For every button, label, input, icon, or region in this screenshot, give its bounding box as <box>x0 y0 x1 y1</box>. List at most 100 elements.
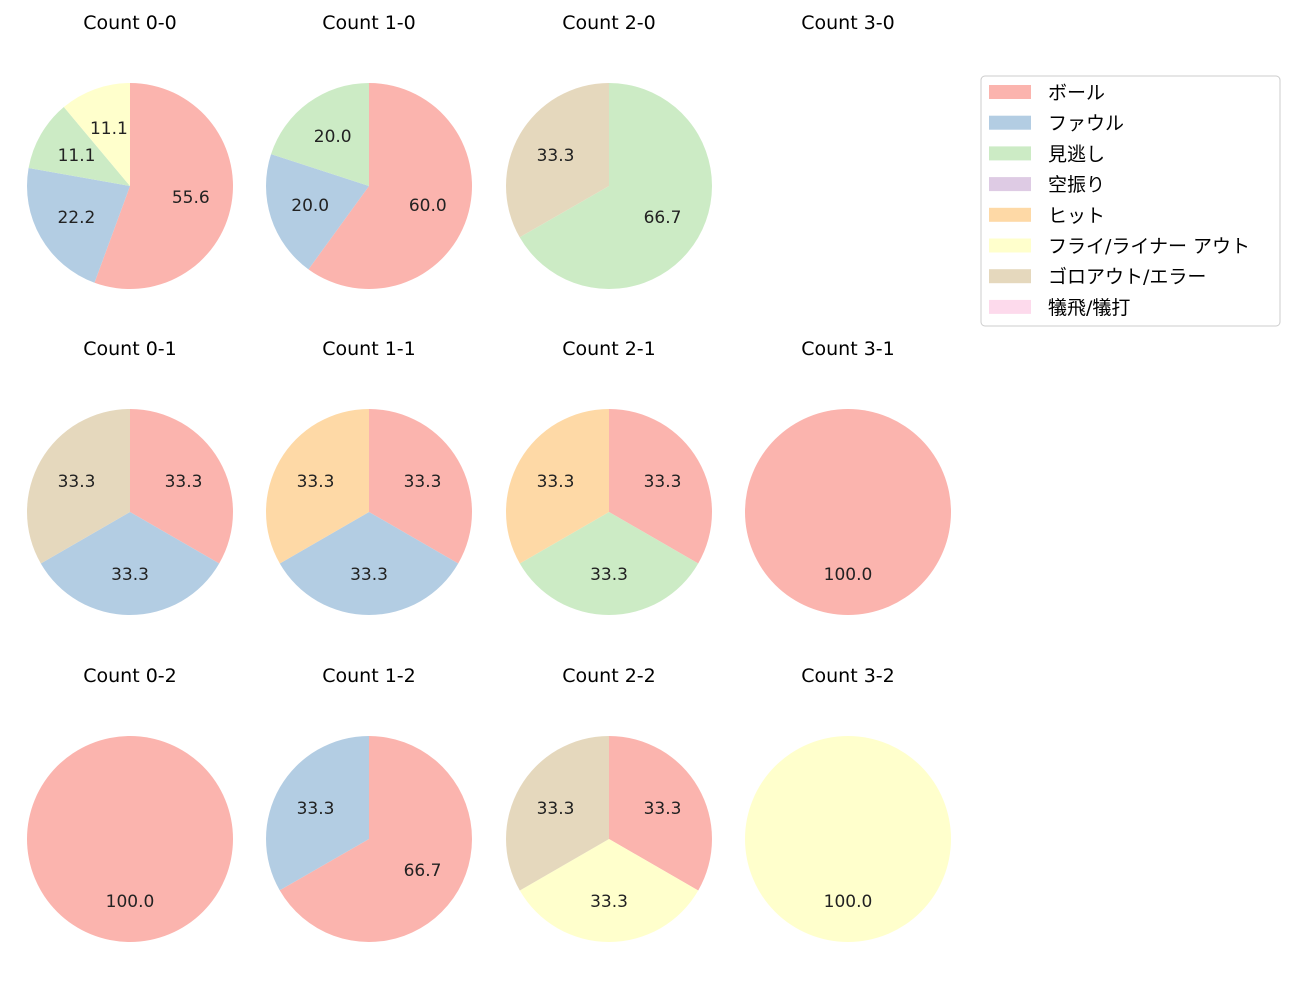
pie-panel: Count 0-2 100.0 <box>27 665 233 942</box>
slice-label: 33.3 <box>537 146 575 166</box>
pie-slice <box>609 736 712 891</box>
pie-title: Count 0-0 <box>83 12 177 34</box>
slice-label: 33.3 <box>404 472 442 492</box>
pie-slice <box>279 736 473 942</box>
legend-swatch <box>989 269 1031 284</box>
pie-title: Count 3-2 <box>801 665 895 687</box>
slice-label: 33.3 <box>165 472 203 492</box>
legend-swatch <box>989 146 1031 161</box>
pie-slice <box>26 167 131 283</box>
pie-title: Count 3-0 <box>801 12 895 34</box>
pie-panel: Count 1-2 66.7 33.3 <box>266 665 473 942</box>
pie-panel: Count 2-1 33.3 33.3 33.3 <box>506 338 712 615</box>
pie-panel: Count 3-0 <box>801 12 895 34</box>
pie-slice <box>519 83 713 289</box>
slice-label: 33.3 <box>350 565 388 585</box>
legend-swatch <box>989 238 1031 253</box>
pie-panels: Count 0-0 55.6 22.2 11.1 11.1 Count 1-0 60.0 20… <box>26 12 951 942</box>
pie-slice <box>506 736 609 891</box>
pie-slice <box>506 83 609 238</box>
pie-slice <box>745 409 951 615</box>
pie-title: Count 1-2 <box>322 665 416 687</box>
pie-panel: Count 3-2 100.0 <box>745 665 951 942</box>
pie-slice <box>519 512 699 615</box>
slice-label: 66.7 <box>404 861 442 881</box>
slice-label: 11.1 <box>58 146 96 166</box>
legend-swatch <box>989 299 1031 314</box>
slice-label: 33.3 <box>590 892 628 912</box>
pie-slice <box>271 83 369 186</box>
pie-slice <box>266 409 369 564</box>
pie-slice <box>279 512 459 615</box>
pie-slice <box>40 512 220 615</box>
slice-label: 33.3 <box>297 472 335 492</box>
pie-slice <box>369 409 472 564</box>
slice-label: 100.0 <box>106 892 155 912</box>
pie-title: Count 2-0 <box>562 12 656 34</box>
pie-slice <box>308 83 473 289</box>
slice-label: 20.0 <box>291 196 329 216</box>
slice-label: 33.3 <box>537 472 575 492</box>
pie-panel: Count 2-2 33.3 33.3 33.3 <box>506 665 712 942</box>
pie-slice <box>63 83 130 186</box>
pie-panel: Count 2-0 66.7 33.3 <box>506 12 713 289</box>
pie-slice <box>130 409 233 564</box>
pie-slice <box>609 409 712 564</box>
legend-swatch <box>989 115 1031 130</box>
pie-panel: Count 0-1 33.3 33.3 33.3 <box>27 338 233 615</box>
legend-label: ゴロアウト/エラー <box>1048 266 1206 288</box>
pie-slice <box>506 409 609 564</box>
slice-label: 33.3 <box>644 799 682 819</box>
pie-slice <box>28 107 131 186</box>
legend-label: 空振り <box>1048 174 1105 196</box>
pie-slice <box>27 409 130 564</box>
pie-slice <box>94 83 233 289</box>
slice-label: 33.3 <box>111 565 149 585</box>
legend-entry: 見逃し <box>989 143 1105 165</box>
pie-title: Count 1-1 <box>322 338 416 360</box>
pie-slice <box>266 736 369 891</box>
legend-frame <box>980 75 1281 327</box>
legend-label: 見逃し <box>1048 143 1105 165</box>
pie-slice <box>745 736 951 942</box>
legend-label: 犠飛/犠打 <box>1048 297 1130 319</box>
slice-label: 33.3 <box>644 472 682 492</box>
legend-label: ヒット <box>1048 205 1105 227</box>
slice-label: 11.1 <box>90 119 128 139</box>
pie-panel: Count 1-0 60.0 20.0 20.0 <box>265 12 473 289</box>
pie-title: Count 1-0 <box>322 12 416 34</box>
pie-title: Count 3-1 <box>801 338 895 360</box>
slice-label: 100.0 <box>824 565 873 585</box>
legend-entry: フライ/ライナー アウト <box>989 236 1250 258</box>
legend-label: フライ/ライナー アウト <box>1048 236 1250 258</box>
slice-label: 20.0 <box>314 127 352 147</box>
slice-label: 33.3 <box>537 799 575 819</box>
legend-entry: ボール <box>989 82 1105 104</box>
slice-label: 100.0 <box>824 892 873 912</box>
slice-label: 33.3 <box>590 565 628 585</box>
legend-label: ファウル <box>1048 113 1124 135</box>
legend-label: ボール <box>1048 82 1105 104</box>
pie-title: Count 0-1 <box>83 338 177 360</box>
pie-panel: Count 1-1 33.3 33.3 33.3 <box>266 338 472 615</box>
legend-entry: 犠飛/犠打 <box>989 297 1130 319</box>
slice-label: 66.7 <box>644 208 682 228</box>
pie-title: Count 2-2 <box>562 665 656 687</box>
legend-entry: ファウル <box>989 113 1124 135</box>
pie-title: Count 0-2 <box>83 665 177 687</box>
pie-slice <box>265 154 369 270</box>
slice-label: 60.0 <box>409 196 447 216</box>
pie-panel: Count 3-1 100.0 <box>745 338 951 615</box>
legend-entry: 空振り <box>989 174 1105 196</box>
legend-swatch <box>989 85 1031 99</box>
legend-entry: ヒット <box>989 205 1105 227</box>
legend-swatch <box>989 177 1031 192</box>
pie-panel: Count 0-0 55.6 22.2 11.1 11.1 <box>26 12 233 289</box>
slice-label: 22.2 <box>57 208 95 228</box>
pie-slice <box>27 736 233 942</box>
legend-swatch <box>989 207 1031 222</box>
slice-label: 33.3 <box>297 799 335 819</box>
